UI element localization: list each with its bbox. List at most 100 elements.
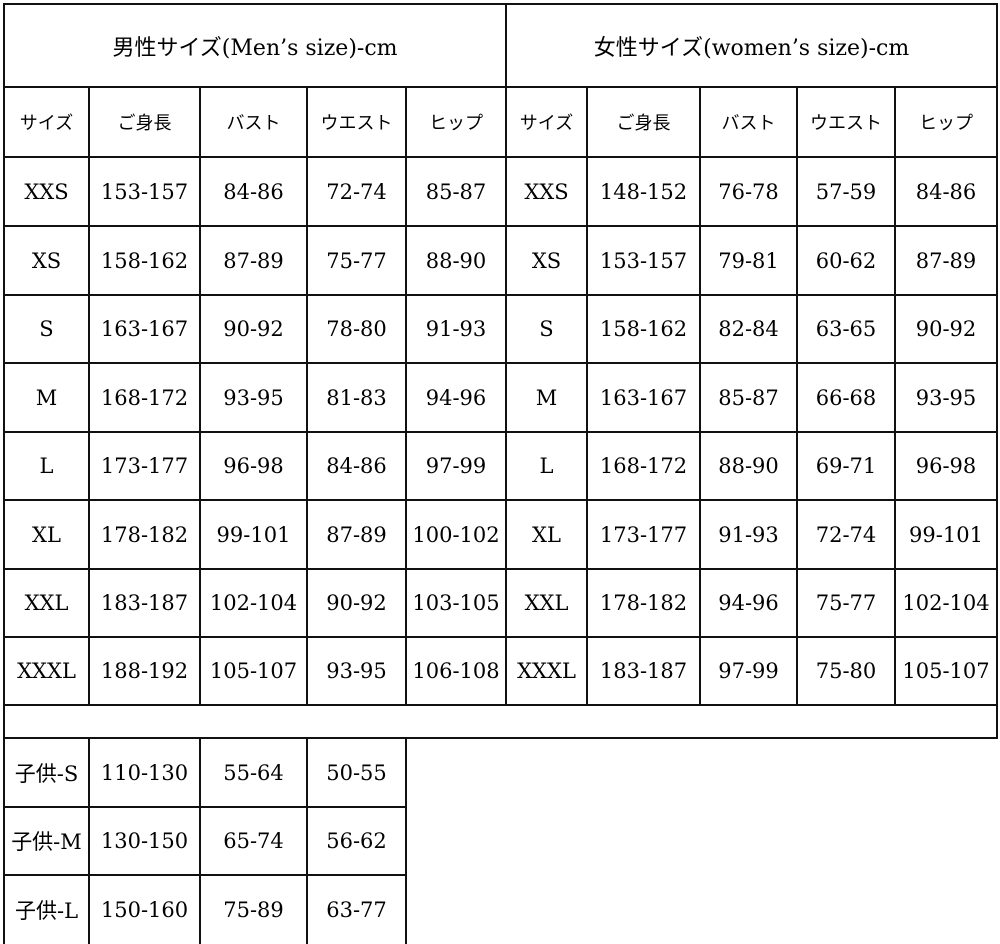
kids-cell: 子供-M	[3, 806, 90, 876]
kids-cell: 150-160	[88, 874, 201, 944]
table-cell: 93-95	[894, 362, 998, 433]
kids-cell: 63-77	[306, 874, 407, 944]
column-header: サイズ	[505, 86, 588, 158]
table-cell: 66-68	[796, 362, 896, 433]
table-cell: 188-192	[88, 636, 201, 706]
kids-cell: 55-64	[199, 737, 308, 808]
table-cell: 153-157	[88, 156, 201, 227]
column-header: バスト	[199, 86, 308, 158]
kids-cell: 75-89	[199, 874, 308, 944]
table-cell: S	[505, 294, 588, 364]
table-cell: 183-187	[88, 568, 201, 638]
table-cell: XXS	[505, 156, 588, 227]
column-header: ヒップ	[405, 86, 507, 158]
kids-cell: 65-74	[199, 806, 308, 876]
table-cell: 84-86	[306, 431, 407, 501]
table-cell: 173-177	[586, 499, 701, 570]
column-header: ウエスト	[796, 86, 896, 158]
table-cell: 90-92	[894, 294, 998, 364]
table-cell: XXS	[3, 156, 90, 227]
men-title: 男性サイズ(Men’s size)-cm	[3, 3, 507, 88]
table-cell: XXL	[3, 568, 90, 638]
table-cell: 69-71	[796, 431, 896, 501]
table-cell: 158-162	[586, 294, 701, 364]
table-cell: 168-172	[586, 431, 701, 501]
column-header: ご身長	[88, 86, 201, 158]
table-cell: 102-104	[199, 568, 308, 638]
table-cell: 75-80	[796, 636, 896, 706]
table-cell: 102-104	[894, 568, 998, 638]
table-cell: 173-177	[88, 431, 201, 501]
table-cell: 105-107	[199, 636, 308, 706]
table-cell: 91-93	[699, 499, 798, 570]
table-cell: XL	[505, 499, 588, 570]
table-cell: 93-95	[199, 362, 308, 433]
table-cell: 78-80	[306, 294, 407, 364]
kids-cell: 子供-L	[3, 874, 90, 944]
table-cell: 72-74	[796, 499, 896, 570]
table-cell: 100-102	[405, 499, 507, 570]
kids-cell: 50-55	[306, 737, 407, 808]
table-cell: 103-105	[405, 568, 507, 638]
spacer-row	[3, 704, 998, 739]
column-header: ご身長	[586, 86, 701, 158]
table-cell: 97-99	[699, 636, 798, 706]
table-cell: 106-108	[405, 636, 507, 706]
table-cell: 76-78	[699, 156, 798, 227]
table-cell: 81-83	[306, 362, 407, 433]
table-cell: 178-182	[88, 499, 201, 570]
column-header: ウエスト	[306, 86, 407, 158]
table-cell: 93-95	[306, 636, 407, 706]
table-cell: 158-162	[88, 225, 201, 296]
women-title: 女性サイズ(women’s size)-cm	[505, 3, 998, 88]
column-header: ヒップ	[894, 86, 998, 158]
table-cell: 94-96	[699, 568, 798, 638]
table-cell: 87-89	[306, 499, 407, 570]
table-cell: 99-101	[894, 499, 998, 570]
table-cell: 105-107	[894, 636, 998, 706]
table-cell: 88-90	[405, 225, 507, 296]
table-cell: XXL	[505, 568, 588, 638]
table-cell: XXXL	[3, 636, 90, 706]
kids-cell: 子供-S	[3, 737, 90, 808]
table-cell: 72-74	[306, 156, 407, 227]
table-cell: 75-77	[306, 225, 407, 296]
table-cell: L	[3, 431, 90, 501]
kids-cell: 130-150	[88, 806, 201, 876]
table-cell: 84-86	[199, 156, 308, 227]
table-cell: 88-90	[699, 431, 798, 501]
table-cell: 63-65	[796, 294, 896, 364]
table-cell: 57-59	[796, 156, 896, 227]
table-cell: XXXL	[505, 636, 588, 706]
table-cell: 163-167	[586, 362, 701, 433]
table-cell: 99-101	[199, 499, 308, 570]
table-cell: 153-157	[586, 225, 701, 296]
table-cell: 85-87	[699, 362, 798, 433]
table-cell: M	[505, 362, 588, 433]
table-cell: 183-187	[586, 636, 701, 706]
table-cell: M	[3, 362, 90, 433]
table-cell: 84-86	[894, 156, 998, 227]
kids-cell: 110-130	[88, 737, 201, 808]
table-cell: 178-182	[586, 568, 701, 638]
table-cell: 75-77	[796, 568, 896, 638]
column-header: サイズ	[3, 86, 90, 158]
table-cell: 168-172	[88, 362, 201, 433]
table-cell: 87-89	[894, 225, 998, 296]
column-header: バスト	[699, 86, 798, 158]
table-cell: S	[3, 294, 90, 364]
table-cell: XS	[3, 225, 90, 296]
table-cell: 82-84	[699, 294, 798, 364]
table-cell: 96-98	[894, 431, 998, 501]
table-cell: XS	[505, 225, 588, 296]
table-cell: 97-99	[405, 431, 507, 501]
table-cell: 163-167	[88, 294, 201, 364]
table-cell: 90-92	[306, 568, 407, 638]
table-cell: 87-89	[199, 225, 308, 296]
table-cell: 148-152	[586, 156, 701, 227]
table-cell: L	[505, 431, 588, 501]
table-cell: 96-98	[199, 431, 308, 501]
table-cell: 90-92	[199, 294, 308, 364]
table-cell: 60-62	[796, 225, 896, 296]
